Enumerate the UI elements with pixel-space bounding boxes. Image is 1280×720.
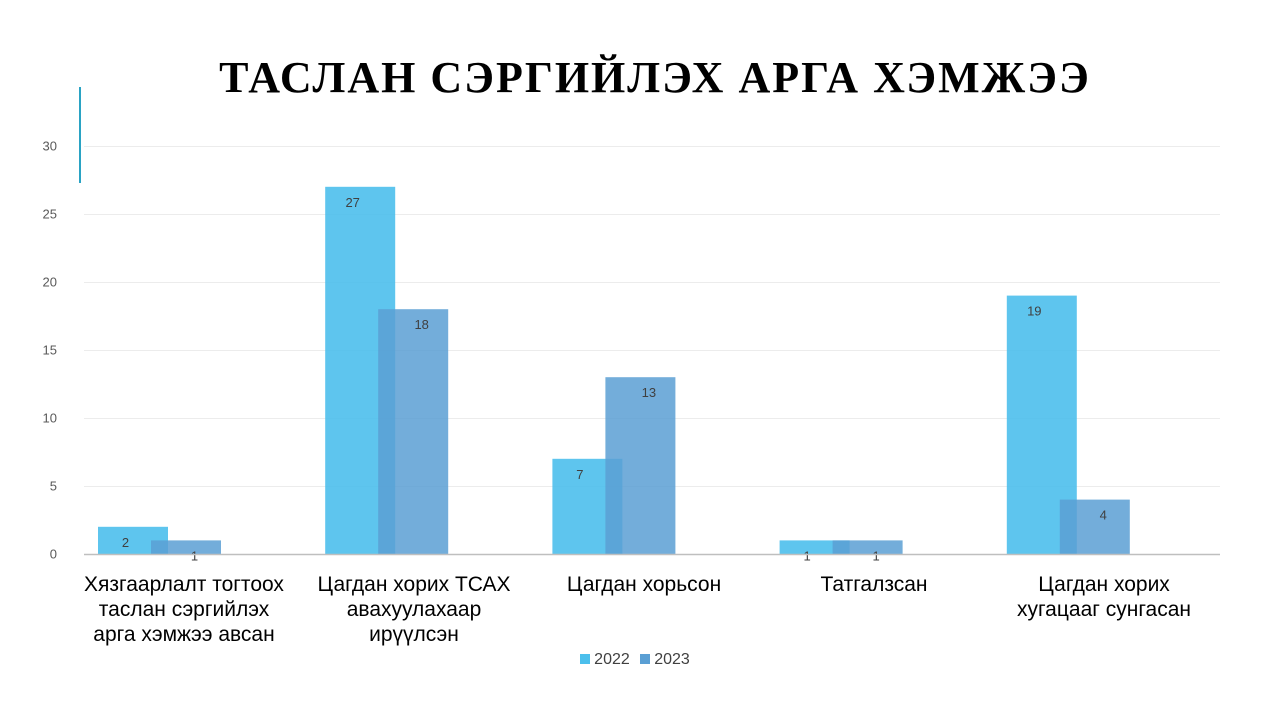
data-label-2023: 18 bbox=[414, 317, 428, 332]
data-label-2023: 1 bbox=[872, 548, 879, 563]
accent-line bbox=[79, 87, 81, 183]
legend-label-2023: 2023 bbox=[654, 651, 690, 668]
data-label-2022: 2 bbox=[122, 535, 129, 550]
bar-2023 bbox=[378, 309, 449, 554]
category-label-detained: Цагдан хорьсон bbox=[566, 573, 722, 596]
legend-swatch-2022 bbox=[580, 654, 591, 664]
bars bbox=[98, 186, 1130, 555]
data-label-2022: 1 bbox=[803, 548, 810, 563]
data-label-2022: 19 bbox=[1027, 304, 1041, 319]
legend-item-2023: 2023 bbox=[640, 651, 690, 669]
y-tick-label: 20 bbox=[43, 275, 57, 290]
category-label-extension: Цагдан хорих хугацааг сунгасан bbox=[1016, 573, 1191, 621]
bar-2022 bbox=[779, 540, 850, 554]
data-label-2023: 4 bbox=[1100, 508, 1107, 523]
legend-swatch-2023 bbox=[640, 654, 651, 664]
y-tick-label: 25 bbox=[43, 207, 57, 222]
y-tick-label: 5 bbox=[50, 479, 57, 494]
category-label-detention-request: Цагдан хорих ТСАХ авахуулахаар ирүүлсэн bbox=[317, 573, 511, 646]
y-tick-label: 15 bbox=[43, 343, 57, 358]
data-label-2023: 1 bbox=[191, 548, 198, 563]
bar-2023 bbox=[605, 377, 676, 554]
legend: 2022 2023 bbox=[0, 651, 1270, 669]
category-label-restriction: Хязгаарлалт тогтоох таслан сэргийлэх арг… bbox=[84, 573, 284, 646]
y-tick-label: 10 bbox=[43, 411, 57, 426]
legend-item-2022: 2022 bbox=[580, 651, 630, 669]
bar-2023 bbox=[832, 540, 903, 554]
bar-2023 bbox=[151, 540, 221, 554]
y-tick-label: 0 bbox=[50, 547, 57, 562]
data-label-2022: 27 bbox=[345, 195, 359, 210]
category-label-refused: Татгалзсан bbox=[820, 573, 928, 596]
data-label-2022: 7 bbox=[576, 467, 583, 482]
data-labels: 2 1 27 18 7 13 1 1 19 4 bbox=[122, 195, 1107, 564]
chart-title: ТАСЛАН СЭРГИЙЛЭХ АРГА ХЭМЖЭЭ bbox=[219, 53, 1091, 102]
legend-label-2022: 2022 bbox=[594, 651, 630, 668]
y-axis-ticks: 0 5 10 15 20 25 30 bbox=[43, 139, 57, 562]
bar-2023 bbox=[1059, 499, 1130, 554]
data-label-2023: 13 bbox=[642, 385, 656, 400]
y-tick-label: 30 bbox=[43, 139, 57, 154]
